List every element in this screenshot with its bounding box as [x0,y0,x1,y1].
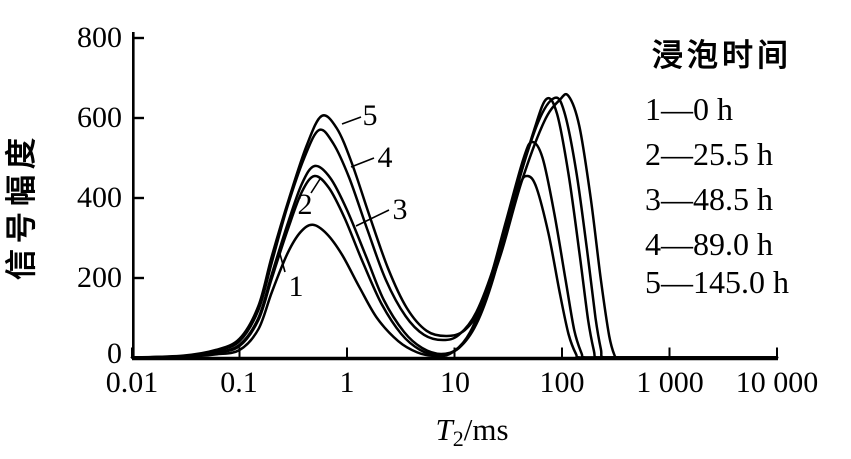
curve-label-4: 4 [377,141,393,174]
x-tick-0p1: 0.1 [220,366,258,399]
curve-4 [130,96,779,359]
legend-item-2: 2—25.5 h [645,136,773,172]
y-tick-200: 200 [77,261,122,294]
leader-line-4 [350,157,375,168]
curve-label-1: 1 [288,270,304,303]
x-tick-10: 10 [440,366,470,399]
x-tick-1: 1 [339,366,355,399]
curve-label-2: 2 [297,188,313,221]
x-axis-title-symbol: T [435,412,453,447]
legend-item-3: 3—48.5 h [645,181,773,217]
y-tick-600: 600 [77,101,122,134]
legend-item-4: 4—89.0 h [645,226,773,262]
x-tick-10000: 10 000 [735,366,819,399]
legend-item-1: 1—0 h [645,91,733,127]
x-tick-0p01: 0.01 [105,366,159,399]
curve-label-5: 5 [362,99,378,132]
leader-line-5 [341,116,362,125]
legend-item-5: 5—145.0 h [645,264,789,300]
y-tick-800: 800 [77,21,122,54]
y-axis-title: 信号幅度 [4,132,39,280]
curve-5 [130,92,779,359]
x-axis-title-unit: /ms [463,412,509,447]
legend-title: 浸泡时间 [652,38,792,73]
leader-line-2 [310,178,321,194]
y-tick-400: 400 [77,181,122,214]
curve-1 [130,174,779,359]
curve-label-3: 3 [392,193,408,226]
x-tick-100: 100 [539,366,585,399]
x-tick-1000: 1 000 [636,366,704,399]
leader-line-3 [355,209,390,227]
leader-line-1 [279,253,286,273]
y-tick-0: 0 [107,337,122,370]
x-axis-title: T2/ms [392,412,552,450]
x-axis-title-subscript: 2 [452,426,464,451]
curve-3 [130,96,779,359]
